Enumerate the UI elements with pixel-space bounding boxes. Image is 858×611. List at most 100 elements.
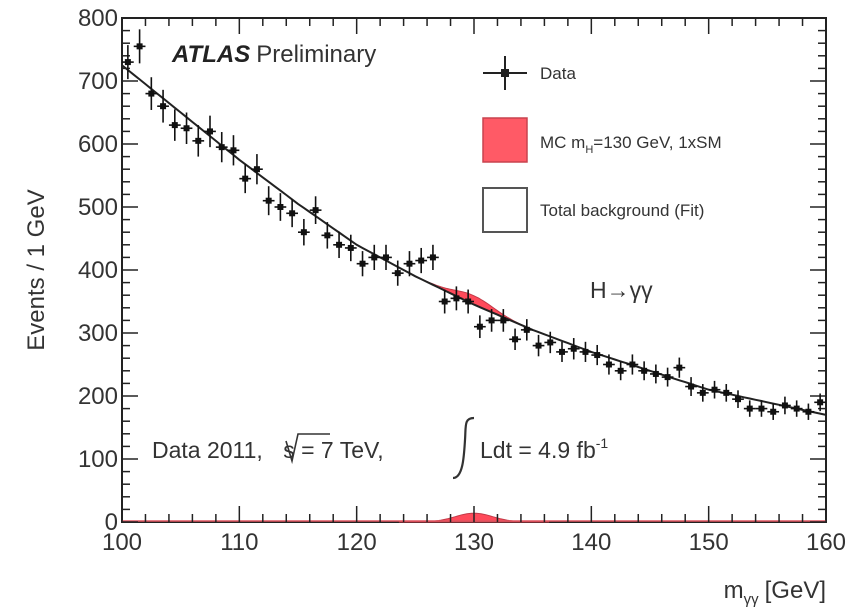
data-point	[227, 135, 240, 166]
data-point-marker	[676, 364, 683, 371]
data-point-marker	[242, 175, 249, 182]
axis-ticks	[121, 17, 827, 523]
data-point	[732, 390, 744, 408]
data-point	[356, 251, 369, 277]
data-point-marker	[523, 326, 530, 333]
legend-signal-text-rest: =130 GeV, 1xSM	[593, 133, 721, 152]
channel-label: H→γγ	[590, 277, 653, 303]
data-point	[192, 125, 205, 157]
data-point	[767, 403, 780, 420]
data-point	[403, 251, 416, 277]
data-point-marker	[570, 345, 577, 352]
data-point-marker	[735, 396, 741, 403]
legend-signal-text-sub: H	[585, 144, 593, 156]
experiment-label: ATLAS Preliminary	[171, 41, 376, 68]
data-point-marker	[429, 254, 436, 261]
dataset-sqrt-s: s = 7 TeV,	[283, 437, 383, 463]
y-axis-label: Events / 1 GeV	[23, 189, 50, 350]
y-tick-label: 0	[105, 509, 118, 536]
sqrt-symbol	[285, 433, 330, 465]
y-tick-label: 600	[78, 131, 118, 158]
data-point	[122, 45, 134, 80]
data-point	[567, 338, 580, 360]
dataset-annotation-part1: Data 2011, s = 7 TeV,	[152, 437, 384, 463]
data-point-marker	[476, 323, 483, 330]
y-tick-label: 500	[78, 194, 118, 221]
data-point-marker	[394, 270, 401, 277]
data-point-marker	[500, 317, 507, 324]
data-point	[802, 403, 815, 420]
data-point	[180, 112, 193, 144]
data-point-marker	[230, 147, 237, 154]
x-tick-label: 130	[454, 529, 494, 556]
data-point-marker	[817, 399, 824, 406]
data-point-marker	[371, 254, 378, 261]
legend: Data MC mH=130 GeV, 1xSM Total backgroun…	[482, 56, 722, 233]
legend-entry-signal: MC mH=130 GeV, 1xSM	[482, 117, 722, 163]
data-point-marker	[312, 207, 319, 214]
data-point-marker	[770, 408, 777, 415]
legend-entry-background: Total background (Fit)	[482, 187, 704, 233]
x-axis-label: mγγ [GeV]	[724, 577, 826, 608]
data-point-marker	[336, 241, 343, 248]
data-point	[685, 377, 697, 396]
data-point	[215, 132, 228, 163]
data-point	[696, 384, 709, 402]
data-point	[274, 193, 287, 221]
data-point-marker	[289, 210, 296, 217]
data-point	[591, 344, 604, 366]
data-point	[391, 260, 404, 286]
dataset-lumi-exp: -1	[596, 435, 609, 451]
legend-signal-text: MC mH=130 GeV, 1xSM	[540, 133, 722, 156]
x-tick-label: 100	[102, 529, 142, 556]
data-point	[157, 89, 169, 123]
data-point-marker	[781, 402, 788, 409]
data-point-marker	[688, 383, 695, 390]
data-point-marker	[711, 386, 718, 393]
data-point-marker	[418, 257, 425, 264]
dataset-annotation-part2: Ldt = 4.9 fb-1	[480, 435, 608, 463]
data-point-marker	[160, 103, 167, 110]
data-point-marker	[347, 244, 354, 251]
legend-signal-text-main: MC m	[540, 133, 585, 152]
data-point-marker	[594, 352, 601, 359]
data-point	[427, 244, 439, 270]
legend-background-text: Total background (Fit)	[540, 201, 704, 220]
data-point-marker	[324, 232, 331, 239]
legend-data-text: Data	[540, 64, 576, 83]
data-point	[673, 357, 686, 378]
data-point	[603, 354, 615, 375]
data-point-marker	[441, 298, 448, 305]
data-point	[321, 222, 334, 249]
y-tick-label: 300	[78, 320, 118, 347]
data-point-marker	[723, 389, 730, 396]
data-point	[661, 367, 674, 387]
data-point-marker	[465, 298, 472, 305]
data-point	[309, 196, 322, 225]
data-point	[168, 109, 181, 141]
legend-background-swatch	[482, 187, 528, 233]
data-point-marker	[805, 408, 812, 415]
legend-entry-data: Data	[483, 56, 576, 90]
data-point	[333, 231, 345, 259]
data-point-marker	[136, 43, 143, 50]
data-point	[133, 29, 146, 64]
experiment-status: Preliminary	[256, 41, 376, 68]
data-point	[380, 244, 392, 270]
data-point	[298, 218, 310, 246]
x-tick-labels: 100 110 120 130 140 150 160	[102, 529, 846, 556]
y-tick-label: 800	[78, 5, 118, 32]
data-point-marker	[582, 348, 589, 355]
data-point	[251, 154, 263, 185]
data-point-marker	[277, 204, 284, 210]
data-point	[544, 331, 557, 354]
data-point	[497, 309, 510, 332]
dataset-annotation: Data 2011, s = 7 TeV, Ldt = 4.9 fb-1	[152, 416, 608, 480]
data-point	[286, 199, 298, 228]
data-point-marker	[793, 405, 800, 412]
background-fit-series	[121, 64, 827, 416]
data-point	[485, 309, 498, 332]
y-tick-label: 200	[78, 383, 118, 410]
data-series	[122, 29, 826, 420]
